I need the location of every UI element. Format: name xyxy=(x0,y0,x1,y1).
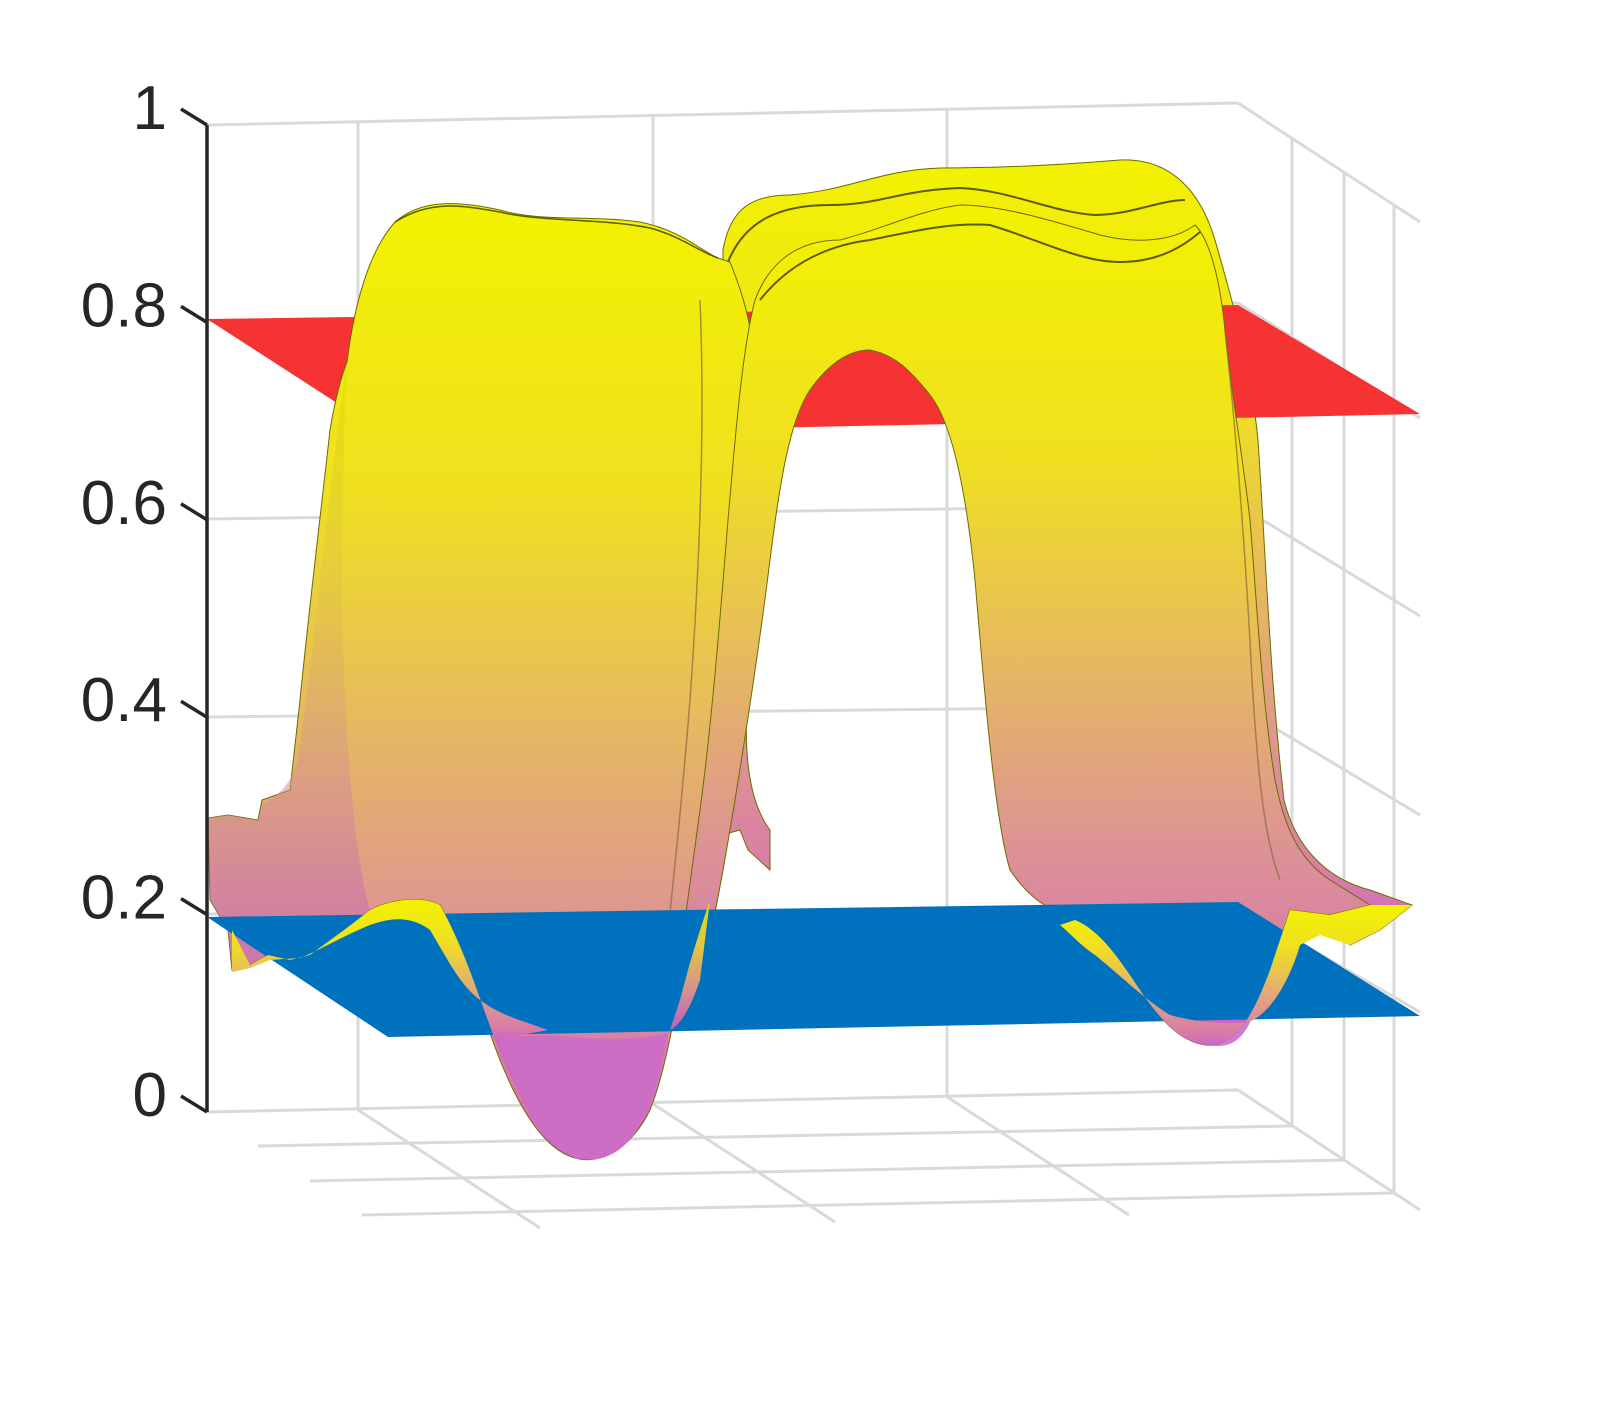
grid-line xyxy=(1237,1088,1421,1212)
z-ticks: 0 0.2 0.4 0.6 0.8 1 xyxy=(81,74,208,1130)
z-tick-label: 0.6 xyxy=(81,469,167,538)
grid-line xyxy=(357,1108,541,1230)
surface-left-flank xyxy=(208,362,370,970)
surface-ridge-line xyxy=(759,223,1201,301)
grid-line xyxy=(1237,101,1421,224)
grid-line xyxy=(946,1095,1130,1217)
z-tick-mark xyxy=(180,304,208,324)
grid-line xyxy=(206,1088,1239,1114)
surface-front-over-left xyxy=(232,899,548,1040)
grid-line xyxy=(361,1191,1395,1217)
surface-crease xyxy=(1224,329,1281,881)
plane-lower xyxy=(207,902,1420,1037)
z-tick-label: 0 xyxy=(133,1061,167,1130)
z-tick-label: 0.2 xyxy=(81,864,167,933)
surface-front-over-middle xyxy=(670,900,710,1030)
z-tick-label: 1 xyxy=(133,74,167,143)
surface-crease xyxy=(659,299,703,1001)
surface-front-over-right xyxy=(1060,905,1412,1046)
z-tick-label: 0.4 xyxy=(81,666,167,735)
surface-ridge-line xyxy=(727,186,1186,263)
grid-line xyxy=(206,101,1239,127)
z-tick-mark xyxy=(180,699,208,719)
z-axis: 0 0.2 0.4 0.6 0.8 1 xyxy=(81,74,209,1130)
grid-line xyxy=(257,1124,1293,1148)
grid-line xyxy=(652,1102,836,1224)
plane-lower-group xyxy=(207,899,1420,1160)
grid-line xyxy=(1237,503,1421,618)
z-tick-mark xyxy=(180,1094,208,1114)
surface-ridge-line xyxy=(394,205,719,259)
grid-line xyxy=(309,1158,1345,1183)
z-tick-mark xyxy=(180,502,208,522)
z-tick-mark xyxy=(180,897,208,917)
surface-dip-left-lower xyxy=(498,1033,668,1160)
z-tick-label: 0.8 xyxy=(81,271,167,340)
z-tick-mark xyxy=(180,107,208,127)
